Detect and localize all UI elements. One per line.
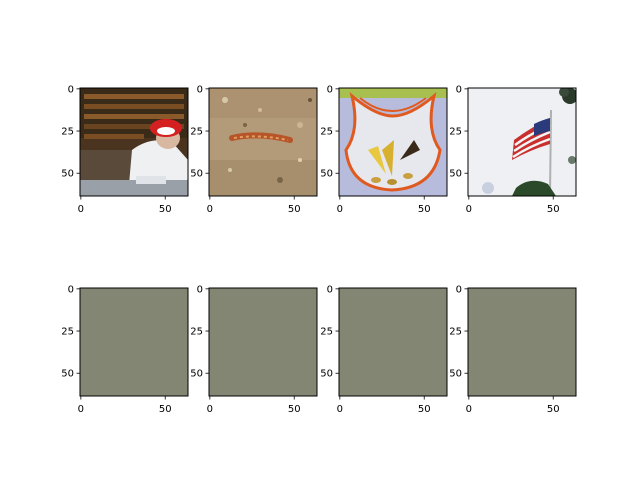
axes-frame-2 bbox=[208, 87, 318, 197]
x-tick-label: 0 bbox=[207, 204, 213, 215]
y-tick-label: 25 bbox=[61, 127, 74, 138]
x-tick-label: 50 bbox=[547, 204, 560, 215]
y-tick-label: 25 bbox=[190, 327, 203, 338]
y-tick-label: 0 bbox=[456, 284, 462, 295]
axes-frame-8 bbox=[467, 287, 577, 397]
y-tick-label: 50 bbox=[61, 369, 74, 380]
image-panel-2 bbox=[209, 88, 317, 196]
image-panel-4 bbox=[468, 88, 576, 196]
x-tick-label: 0 bbox=[78, 204, 84, 215]
y-tick-label: 25 bbox=[320, 327, 333, 338]
y-tick-label: 0 bbox=[327, 284, 333, 295]
axes-frame-1 bbox=[79, 87, 189, 197]
y-tick-label: 0 bbox=[456, 84, 462, 95]
y-tick-label: 25 bbox=[320, 127, 333, 138]
y-tick-label: 50 bbox=[449, 169, 462, 180]
x-tick-label: 50 bbox=[159, 404, 172, 415]
image-panel-1 bbox=[80, 88, 188, 196]
y-tick-label: 50 bbox=[320, 369, 333, 380]
axes-frame-7 bbox=[338, 287, 448, 397]
x-tick-label: 50 bbox=[159, 204, 172, 215]
x-tick-label: 50 bbox=[547, 404, 560, 415]
y-tick-label: 50 bbox=[190, 369, 203, 380]
y-tick-label: 0 bbox=[68, 84, 74, 95]
image-panel-6 bbox=[209, 288, 317, 396]
y-tick-label: 50 bbox=[449, 369, 462, 380]
x-tick-label: 0 bbox=[207, 404, 213, 415]
y-tick-label: 50 bbox=[190, 169, 203, 180]
x-tick-label: 50 bbox=[288, 404, 301, 415]
x-tick-label: 50 bbox=[288, 204, 301, 215]
x-tick-label: 50 bbox=[418, 204, 431, 215]
axes-frame-5 bbox=[79, 287, 189, 397]
y-tick-label: 50 bbox=[61, 169, 74, 180]
y-tick-label: 25 bbox=[190, 127, 203, 138]
x-tick-label: 0 bbox=[466, 404, 472, 415]
x-tick-label: 50 bbox=[418, 404, 431, 415]
y-tick-label: 0 bbox=[197, 84, 203, 95]
y-tick-label: 50 bbox=[320, 169, 333, 180]
image-panel-8 bbox=[468, 288, 576, 396]
image-panel-5 bbox=[80, 288, 188, 396]
y-tick-label: 0 bbox=[327, 84, 333, 95]
x-tick-label: 0 bbox=[78, 404, 84, 415]
ticks-layer: 0 50 0 25 50 0 50 0 25 50 0 50 0 25 50 0 50 0 25 50 0 50 0 25 50… bbox=[61, 84, 559, 415]
x-tick-label: 0 bbox=[337, 204, 343, 215]
y-tick-label: 0 bbox=[68, 284, 74, 295]
axes-frame-3 bbox=[338, 87, 448, 197]
x-tick-label: 0 bbox=[337, 404, 343, 415]
axes-frame-4 bbox=[467, 87, 577, 197]
image-panel-3 bbox=[339, 88, 447, 196]
x-tick-label: 0 bbox=[466, 204, 472, 215]
image-panel-7 bbox=[339, 288, 447, 396]
y-tick-label: 0 bbox=[197, 284, 203, 295]
y-tick-label: 25 bbox=[449, 327, 462, 338]
axes-frame-6 bbox=[208, 287, 318, 397]
y-tick-label: 25 bbox=[449, 127, 462, 138]
y-tick-label: 25 bbox=[61, 327, 74, 338]
